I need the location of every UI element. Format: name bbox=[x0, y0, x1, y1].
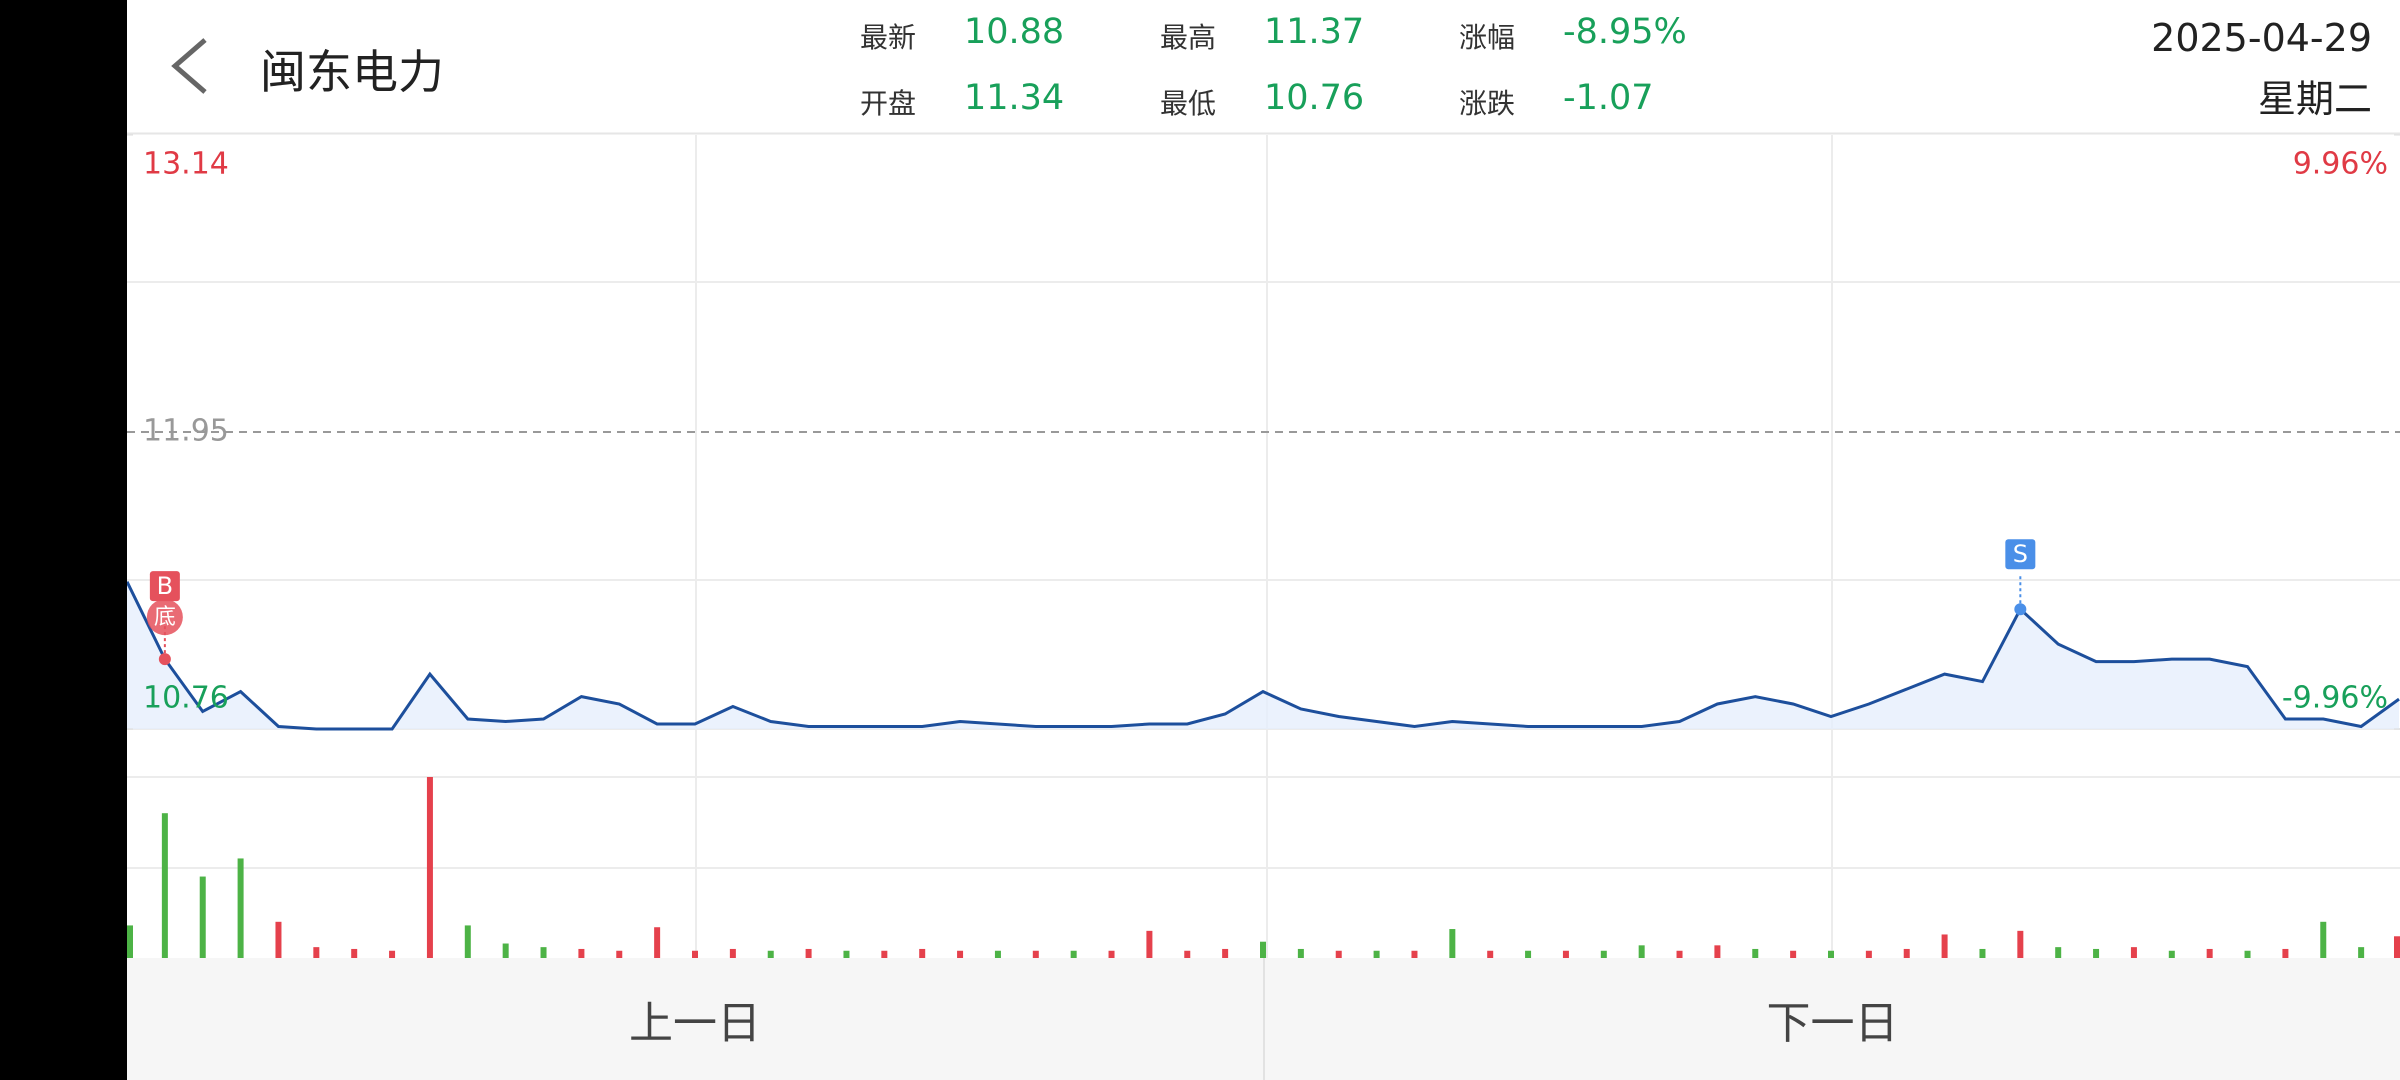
marker-sub-bg bbox=[146, 599, 183, 636]
volume-bar bbox=[1260, 941, 1266, 958]
volume-bar bbox=[994, 950, 1001, 958]
volume-bar bbox=[1297, 948, 1304, 958]
volume-bar bbox=[2244, 950, 2251, 958]
volume-bar bbox=[1146, 930, 1153, 958]
volume-bar bbox=[389, 950, 396, 958]
volume-bar bbox=[1373, 950, 1380, 958]
y2-tick-label: 9.96% bbox=[2293, 147, 2388, 182]
stat-label: 最高 bbox=[1160, 21, 1217, 54]
volume-bar bbox=[2093, 948, 2100, 958]
volume-bar bbox=[1979, 948, 1986, 958]
stat-label: 最新 bbox=[860, 21, 917, 54]
volume-bar bbox=[2017, 930, 2024, 958]
volume-bar bbox=[1032, 950, 1039, 958]
volume-bar bbox=[578, 948, 585, 958]
marker-badge bbox=[149, 571, 180, 602]
stat-value: 11.37 bbox=[1264, 12, 1365, 52]
volume-bar bbox=[919, 948, 926, 958]
volume-bar bbox=[502, 943, 509, 958]
volume-bar bbox=[2130, 947, 2137, 958]
volume-bar bbox=[1790, 950, 1797, 958]
back-button[interactable] bbox=[167, 36, 211, 96]
volume-bar bbox=[957, 950, 964, 958]
volume-bar bbox=[1070, 950, 1077, 958]
stat-label: 开盘 bbox=[860, 87, 917, 120]
volume-bar bbox=[1865, 950, 1872, 958]
volume-bar bbox=[2055, 947, 2062, 958]
volume-bar bbox=[464, 925, 471, 958]
volume-bar bbox=[540, 947, 547, 958]
y-tick-label: 10.76 bbox=[143, 681, 229, 716]
date: 2025-04-29 bbox=[2151, 16, 2372, 60]
chart: 10.76 11.95 13.14 -9.96% 9.96% B底 S bbox=[127, 132, 2400, 958]
marker-label: B bbox=[157, 572, 173, 600]
y-tick-label: 11.95 bbox=[143, 414, 229, 449]
volume-bar bbox=[1638, 945, 1645, 958]
prev-day-button[interactable]: 上一日 bbox=[127, 958, 1263, 1080]
volume-bar bbox=[1449, 929, 1456, 958]
volume-bar bbox=[127, 925, 133, 958]
volume-bar bbox=[1714, 945, 1721, 958]
volume-bar bbox=[654, 927, 661, 958]
volume-bar bbox=[351, 948, 358, 958]
volume-bar bbox=[2320, 921, 2327, 958]
marker-badge bbox=[2005, 539, 2036, 570]
volume-bar bbox=[1335, 950, 1342, 958]
volume-bar bbox=[2168, 950, 2175, 958]
volume-bar bbox=[1903, 948, 1910, 958]
volume-bar bbox=[1562, 950, 1569, 958]
y2-tick-label: -9.96% bbox=[2282, 681, 2388, 716]
volume-bar bbox=[767, 950, 774, 958]
volume-bar bbox=[2358, 947, 2365, 958]
marker-dot bbox=[158, 653, 171, 666]
volume-bar bbox=[729, 948, 736, 958]
volume-bar bbox=[616, 950, 623, 958]
stat-label: 涨幅 bbox=[1459, 21, 1516, 54]
y-tick-label: 13.14 bbox=[143, 147, 229, 182]
divider bbox=[1263, 958, 1265, 1080]
stat-label: 涨跌 bbox=[1459, 87, 1516, 120]
app: 闽东电力 最新 10.88 最高 11.37 涨幅 -8.95% 开盘 11.34 最低 10.7… bbox=[127, 0, 2400, 1080]
volume-bar bbox=[313, 947, 320, 958]
stat-value: -1.07 bbox=[1563, 78, 1654, 118]
volume-bar bbox=[161, 813, 168, 958]
stat-label: 最低 bbox=[1160, 87, 1217, 120]
volume-bar bbox=[1487, 950, 1494, 958]
volume-bar bbox=[199, 876, 206, 958]
volume-bar bbox=[805, 948, 812, 958]
volume-bar bbox=[1184, 950, 1191, 958]
volume-bar bbox=[426, 777, 433, 958]
volume-bar bbox=[843, 950, 850, 958]
stat-value: 10.88 bbox=[964, 12, 1065, 52]
volume-bar bbox=[1676, 950, 1683, 958]
volume-bar bbox=[1752, 948, 1759, 958]
volume-bar bbox=[1222, 948, 1229, 958]
marker-dot bbox=[2014, 603, 2027, 616]
marker-sub: 底 bbox=[154, 605, 176, 630]
volume-bar bbox=[1411, 950, 1418, 958]
volume-bar bbox=[1525, 950, 1532, 958]
next-day-button[interactable]: 下一日 bbox=[1265, 958, 2400, 1080]
volume-bar bbox=[237, 858, 244, 958]
volume-bar bbox=[692, 950, 698, 958]
volume-bar bbox=[2282, 948, 2289, 958]
price-area bbox=[127, 581, 2399, 729]
stat-value: 10.76 bbox=[1264, 78, 1365, 118]
volume-bar bbox=[2206, 948, 2213, 958]
stock-name: 闽东电力 bbox=[260, 45, 444, 99]
stat-value: 11.34 bbox=[964, 78, 1065, 118]
volume-bar bbox=[1941, 934, 1948, 958]
weekday: 星期二 bbox=[2257, 77, 2372, 121]
volume-bar bbox=[2394, 936, 2400, 958]
volume-bar bbox=[1108, 950, 1115, 958]
volume-bar bbox=[1600, 950, 1607, 958]
stat-value: -8.95% bbox=[1563, 12, 1687, 52]
marker-label: S bbox=[2013, 540, 2028, 568]
volume-bar bbox=[1828, 950, 1834, 958]
volume-bar bbox=[275, 921, 282, 958]
volume-bar bbox=[881, 950, 888, 958]
